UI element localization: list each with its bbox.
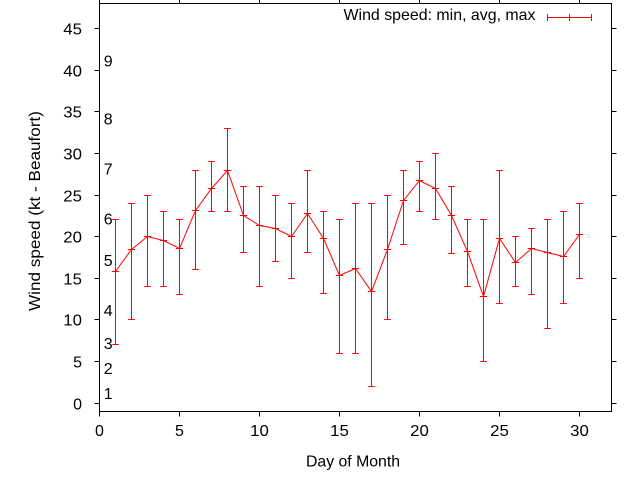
svg-text:7: 7 <box>104 161 113 178</box>
svg-text:45: 45 <box>63 21 82 38</box>
svg-text:0: 0 <box>73 396 82 413</box>
svg-text:10: 10 <box>250 423 269 440</box>
svg-text:3: 3 <box>104 336 113 353</box>
svg-text:20: 20 <box>63 229 82 246</box>
svg-text:20: 20 <box>410 423 429 440</box>
svg-text:40: 40 <box>63 63 82 80</box>
svg-text:5: 5 <box>73 354 82 371</box>
svg-text:35: 35 <box>63 104 82 121</box>
svg-text:Wind speed: min, avg, max: Wind speed: min, avg, max <box>344 7 536 24</box>
svg-text:5: 5 <box>104 253 113 270</box>
svg-text:5: 5 <box>175 423 184 440</box>
svg-text:1: 1 <box>104 386 113 403</box>
svg-text:8: 8 <box>104 112 113 129</box>
svg-text:15: 15 <box>330 423 349 440</box>
svg-text:15: 15 <box>63 271 82 288</box>
svg-text:6: 6 <box>104 211 113 228</box>
svg-text:9: 9 <box>104 53 113 70</box>
svg-text:30: 30 <box>570 423 589 440</box>
svg-text:2: 2 <box>104 361 113 378</box>
svg-text:0: 0 <box>95 423 104 440</box>
svg-text:Wind speed (kt - Beaufort): Wind speed (kt - Beaufort) <box>27 111 44 311</box>
svg-text:Day of Month: Day of Month <box>306 454 400 471</box>
svg-text:25: 25 <box>490 423 509 440</box>
svg-text:10: 10 <box>63 312 82 329</box>
svg-text:25: 25 <box>63 188 82 205</box>
svg-text:4: 4 <box>104 303 113 320</box>
svg-text:30: 30 <box>63 146 82 163</box>
